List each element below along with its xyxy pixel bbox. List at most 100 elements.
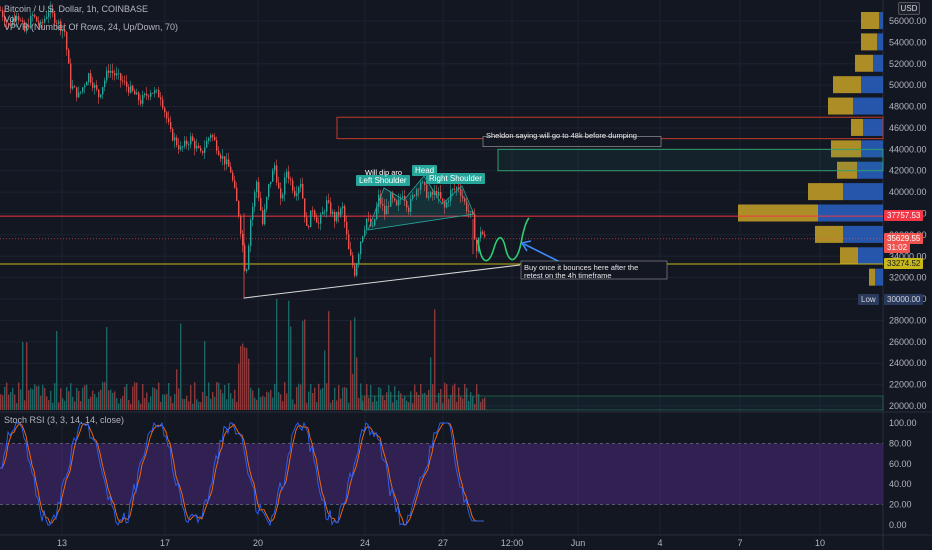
volume-bar xyxy=(118,403,120,410)
volume-profile xyxy=(738,12,883,286)
volume-bar xyxy=(30,388,32,410)
rsi-k-line xyxy=(0,421,484,527)
candle-body xyxy=(228,159,230,167)
buy-note-line-1[interactable]: Buy once it bounces here after the xyxy=(524,263,639,272)
candle-body xyxy=(372,225,374,227)
will-dip-label[interactable]: Will dip aro xyxy=(365,168,403,177)
profile-row-down xyxy=(738,204,818,222)
candle-body xyxy=(62,29,64,32)
volume-bar xyxy=(292,399,294,410)
profile-row-down xyxy=(861,33,877,51)
volume-bar xyxy=(374,395,376,410)
price-axis[interactable]: 56000.00 54000.00 52000.00 50000.00 48000.00… xyxy=(889,16,927,530)
candle-body xyxy=(86,82,88,86)
volume-bar xyxy=(208,382,210,410)
candle-body xyxy=(480,231,482,238)
candle-body xyxy=(352,255,354,266)
profile-row-down xyxy=(861,12,879,29)
volume-bar xyxy=(24,400,26,410)
volume-bar xyxy=(378,386,380,410)
volume-bar xyxy=(134,382,136,410)
drawings[interactable] xyxy=(243,175,668,299)
candle-body xyxy=(448,200,450,203)
rsi-tick-label: 80.00 xyxy=(889,438,912,448)
vol-label[interactable]: Vol xyxy=(4,14,17,24)
countdown-tag: 31:02 xyxy=(884,242,911,253)
candle-body xyxy=(484,234,486,237)
candle-body xyxy=(142,95,144,104)
candle-body xyxy=(76,87,78,98)
volume-bar xyxy=(140,403,142,410)
volume-bar xyxy=(158,382,160,410)
buy-note-line-2[interactable]: retest on the 4h timeframe xyxy=(524,271,612,280)
candle-body xyxy=(280,188,282,199)
volume-bar xyxy=(392,402,394,410)
volume-bar xyxy=(386,392,388,410)
left-shoulder-label[interactable]: Left Shoulder xyxy=(356,175,410,186)
volume-bar xyxy=(238,363,240,410)
projection-path xyxy=(477,217,530,262)
candle-body xyxy=(346,221,348,235)
candle-body xyxy=(82,87,84,92)
volume-bar xyxy=(188,401,190,410)
candle-body xyxy=(182,146,184,148)
right-shoulder-label[interactable]: Right Shoulder xyxy=(426,173,485,184)
candle-body xyxy=(286,171,288,178)
volume-bar xyxy=(48,400,50,410)
candle-body xyxy=(126,81,128,87)
volume-bar xyxy=(430,357,432,410)
candle-body xyxy=(218,150,220,156)
sheldon-note[interactable]: Sheldon saying will go to 48k before dum… xyxy=(486,131,637,140)
volume-bar xyxy=(164,394,166,410)
candle-body xyxy=(96,85,98,90)
volume-bar xyxy=(68,391,70,410)
volume-bar xyxy=(324,350,326,410)
volume-bar xyxy=(318,383,320,410)
volume-bar xyxy=(460,396,462,410)
candle-body xyxy=(416,189,418,196)
volume-bar xyxy=(202,391,204,410)
candle-body xyxy=(26,25,28,32)
stoch-rsi-label[interactable]: Stoch RSI (3, 3, 14, 14, close) xyxy=(4,415,125,425)
candle-body xyxy=(162,99,164,108)
volume-bar xyxy=(70,383,72,410)
candle-body xyxy=(70,63,72,89)
volume-bar xyxy=(296,386,298,410)
volume-bar xyxy=(186,395,188,410)
price-tick-label: 52000.00 xyxy=(889,59,927,69)
volume-bar xyxy=(66,386,68,410)
current-price-tag: 35629.55 xyxy=(884,233,924,244)
volume-bar xyxy=(122,396,124,410)
candle-body xyxy=(230,166,232,173)
symbol-title[interactable]: Bitcoin / U.S. Dollar, 1h, COINBASE xyxy=(4,4,149,14)
volume-bar xyxy=(236,401,238,410)
volume-bar xyxy=(468,401,470,410)
price-tick-label: 42000.00 xyxy=(889,166,927,176)
head-shoulders-pattern xyxy=(367,175,475,231)
volume-bar xyxy=(182,398,184,410)
volume-bar xyxy=(272,397,274,410)
candle-body xyxy=(404,196,406,201)
volume-bar xyxy=(16,403,18,410)
volume-bar xyxy=(54,383,56,410)
candle-body xyxy=(264,209,266,225)
volume-bar xyxy=(110,389,112,410)
candle-body xyxy=(306,217,308,226)
volume-bar xyxy=(428,389,430,410)
candle-body xyxy=(356,264,358,276)
candle-body xyxy=(412,194,414,199)
candle-body xyxy=(272,170,274,182)
volume-bar xyxy=(98,391,100,410)
currency-button[interactable]: USD xyxy=(898,2,920,15)
candle-body xyxy=(64,29,66,33)
head-label[interactable]: Head xyxy=(412,165,438,176)
time-axis[interactable]: 13 17 20 24 27 12:00 Jun 4 7 10 xyxy=(57,538,825,548)
candle-body xyxy=(308,225,310,228)
candle-body xyxy=(48,12,50,17)
candle-body xyxy=(360,241,362,255)
vpvr-label[interactable]: VPVR (Number Of Rows, 24, Up/Down, 70) xyxy=(4,22,179,32)
volume-bar xyxy=(156,389,158,410)
volume-bar xyxy=(432,384,434,410)
candle-body xyxy=(366,218,368,230)
